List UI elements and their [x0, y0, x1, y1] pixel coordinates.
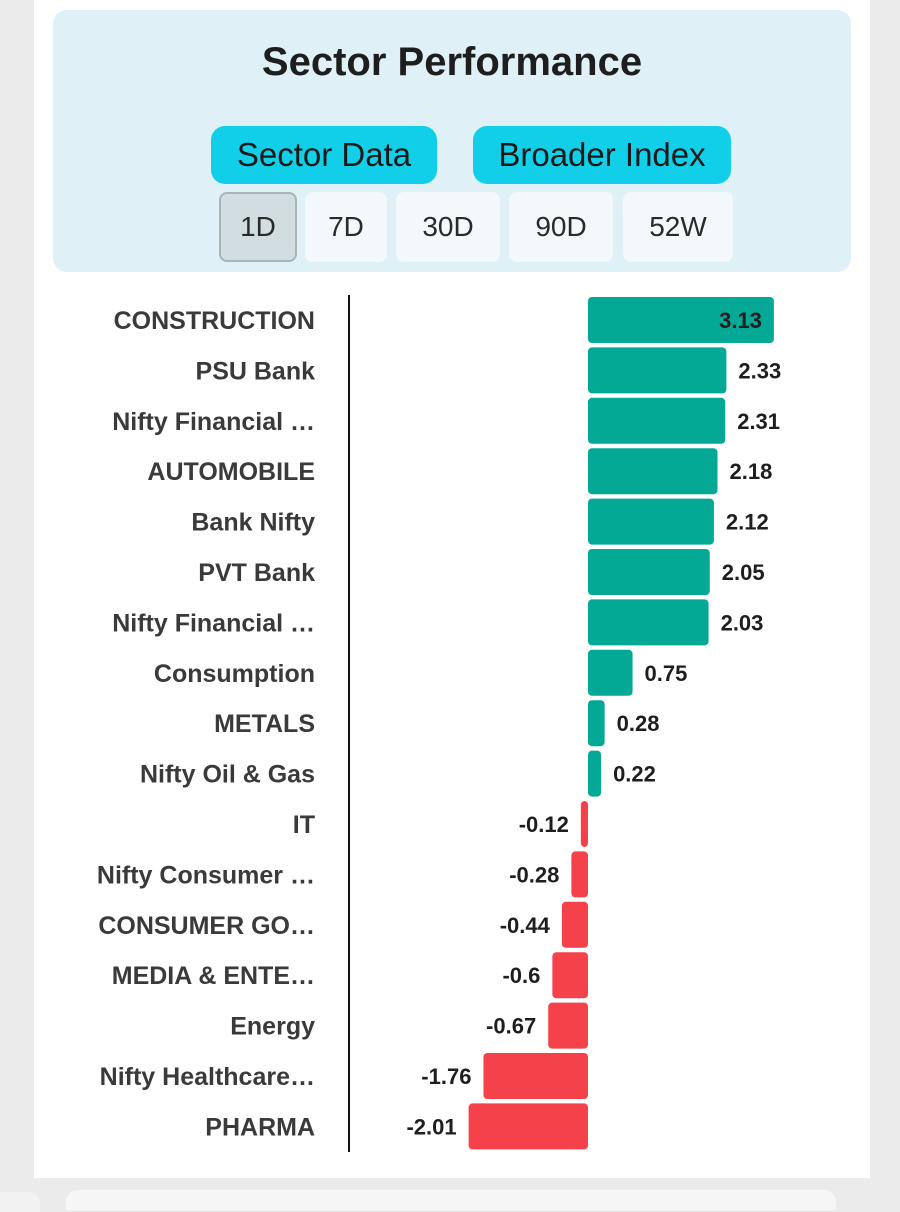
bar[interactable] [588, 397, 726, 444]
category-label: Nifty Oil & Gas [140, 761, 315, 789]
value-label: -2.01 [406, 1114, 456, 1139]
category-label: AUTOMOBILE [147, 458, 315, 486]
category-label: Nifty Consumer … [97, 861, 315, 889]
tab-sector-data[interactable]: Sector Data [211, 126, 437, 184]
footer-next-card [66, 1190, 836, 1210]
bar[interactable] [588, 549, 710, 595]
value-label: 2.05 [722, 560, 765, 585]
bar[interactable] [588, 498, 714, 545]
bar[interactable] [548, 1002, 588, 1049]
value-label: 0.22 [613, 762, 656, 787]
bar[interactable] [588, 599, 709, 646]
bar[interactable] [468, 1103, 588, 1150]
category-label: CONSTRUCTION [114, 307, 315, 335]
header-panel: Sector Performance Sector Data Broader I… [53, 10, 851, 272]
bar[interactable] [588, 700, 605, 747]
category-label: Bank Nifty [191, 509, 315, 537]
period-1d-button[interactable]: 1D [219, 192, 297, 262]
category-label: PSU Bank [196, 357, 316, 385]
bar[interactable] [588, 448, 718, 495]
category-label: MEDIA & ENTE… [112, 962, 315, 990]
category-label: IT [293, 811, 315, 839]
value-label: 0.28 [617, 711, 660, 736]
value-label: -1.76 [421, 1064, 471, 1089]
value-label: -0.28 [509, 862, 559, 887]
value-label: 2.31 [737, 409, 780, 434]
value-label: 2.12 [726, 510, 769, 535]
category-label: Nifty Healthcare… [100, 1063, 315, 1091]
footer-left-card [0, 1192, 40, 1212]
category-label: Nifty Financial … [112, 609, 315, 637]
bars-group: CONSTRUCTION 3.13 PSU Bank 2.33 Nifty Financ… [97, 297, 781, 1150]
value-label: -0.12 [519, 812, 569, 837]
bar[interactable] [561, 901, 588, 948]
category-label: PHARMA [205, 1113, 315, 1141]
period-90d-button[interactable]: 90D [509, 192, 613, 262]
value-label: 3.13 [719, 308, 762, 333]
page-title: Sector Performance [261, 40, 643, 84]
value-label: -0.44 [500, 913, 551, 938]
value-label: 2.03 [721, 610, 764, 635]
bar[interactable] [588, 649, 633, 696]
tab-broader-index[interactable]: Broader Index [473, 126, 731, 184]
value-label: -0.6 [502, 963, 540, 988]
period-30d-button[interactable]: 30D [396, 192, 500, 262]
category-label: CONSUMER GO… [98, 912, 315, 940]
value-label: 2.33 [738, 358, 781, 383]
category-label: PVT Bank [198, 559, 315, 587]
value-label: 0.75 [645, 661, 688, 686]
bar[interactable] [588, 750, 602, 797]
period-52w-button[interactable]: 52W [623, 192, 733, 262]
period-7d-button[interactable]: 7D [305, 192, 387, 262]
value-label: 2.18 [729, 459, 772, 484]
category-label: Consumption [154, 660, 315, 688]
bar[interactable] [483, 1053, 588, 1099]
value-label: -0.67 [486, 1014, 536, 1039]
category-label: Energy [230, 1013, 315, 1041]
category-label: Nifty Financial … [112, 408, 315, 436]
bar[interactable] [588, 297, 774, 343]
bar[interactable] [552, 952, 588, 999]
category-label: METALS [214, 710, 315, 738]
bar[interactable] [571, 851, 588, 898]
bar[interactable] [580, 801, 588, 847]
bar[interactable] [588, 347, 727, 394]
